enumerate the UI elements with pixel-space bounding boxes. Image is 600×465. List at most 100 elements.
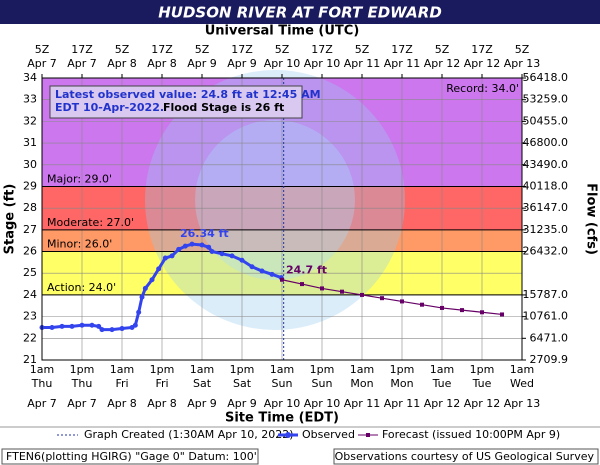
- x-tick-date: Apr 10: [304, 397, 341, 410]
- legend-swatch: [285, 432, 291, 438]
- observed-point: [189, 241, 195, 247]
- legend-label: Forecast (issued 10:00PM Apr 9): [382, 428, 560, 441]
- observed-point: [149, 277, 155, 283]
- observed-point: [209, 249, 215, 255]
- top-tick-label: 5Z: [435, 43, 450, 56]
- observed-point: [156, 266, 162, 272]
- x-tick-day: Wed: [510, 377, 534, 390]
- title-bar: [0, 0, 600, 24]
- x-tick-day: Fri: [155, 377, 168, 390]
- record-label: Record: 34.0': [446, 82, 519, 95]
- x-tick-label: 1am: [110, 363, 134, 376]
- y2-tick-label: 26432.0: [523, 245, 569, 258]
- x-tick-day: Mon: [350, 377, 373, 390]
- threshold-label: Major: 29.0': [47, 172, 112, 185]
- x-tick-label: 1am: [350, 363, 374, 376]
- x-tick-day: Thu: [31, 377, 53, 390]
- x-tick-day: Sat: [233, 377, 252, 390]
- observed-point: [59, 323, 65, 329]
- x-tick-label: 1am: [190, 363, 214, 376]
- y2-tick-label: 10761.0: [523, 310, 569, 323]
- observed-point: [239, 257, 245, 263]
- plot-frame: [41, 77, 523, 361]
- y-tick-label: 22: [23, 331, 37, 344]
- x-tick-label: 1pm: [70, 363, 95, 376]
- y-tick-label: 28: [23, 201, 37, 214]
- forecast-point: [440, 305, 444, 310]
- info-line: Latest observed value: 24.8 ft at 12:45 …: [55, 88, 321, 101]
- x-tick-date: Apr 13: [504, 397, 541, 410]
- y-tick-label: 21: [23, 353, 37, 366]
- x-tick-label: 1pm: [230, 363, 255, 376]
- x-tick-day: Mon: [390, 377, 413, 390]
- observed-point: [79, 322, 85, 328]
- observed-point: [119, 326, 125, 332]
- x-tick-label: 1am: [430, 363, 454, 376]
- forecast-point: [280, 277, 284, 282]
- info-box: [49, 85, 303, 119]
- observed-point: [249, 264, 255, 270]
- x-axis-title: Site Time (EDT): [225, 411, 339, 426]
- top-tick-date: Apr 10: [264, 57, 301, 70]
- info-flood: Flood Stage is 26 ft: [163, 101, 284, 114]
- x-tick-label: 1pm: [150, 363, 175, 376]
- observed-point: [99, 327, 105, 333]
- top-tick-date: Apr 11: [384, 57, 421, 70]
- top-tick-date: Apr 12: [464, 57, 501, 70]
- x-tick-date: Apr 7: [67, 397, 97, 410]
- forecast-point: [420, 302, 424, 307]
- x-tick-date: Apr 12: [464, 397, 501, 410]
- series-line: [281, 279, 503, 316]
- y2-tick-label: 46800.0: [523, 136, 569, 149]
- x-tick-label: 1am: [270, 363, 294, 376]
- top-tick-date: Apr 8: [107, 57, 137, 70]
- top-tick-label: 5Z: [35, 43, 50, 56]
- y-tick-label: 30: [23, 158, 37, 171]
- x-tick-date: Apr 11: [384, 397, 421, 410]
- top-tick-date: Apr 8: [147, 57, 177, 70]
- observed-point: [96, 323, 102, 329]
- top-tick-label: 5Z: [355, 43, 370, 56]
- watermark: [195, 120, 355, 280]
- x-tick-date: Apr 12: [424, 397, 461, 410]
- x-tick-day: Tue: [472, 377, 492, 390]
- y-tick-label: 29: [23, 179, 37, 192]
- x-tick-label: 1am: [30, 363, 54, 376]
- observed-point: [132, 322, 138, 328]
- top-tick-label: 17Z: [471, 43, 493, 56]
- top-tick-label: 5Z: [515, 43, 530, 56]
- annotation: 26.34 ft: [180, 227, 229, 240]
- top-tick-label: 5Z: [275, 43, 290, 56]
- top-tick-label: 17Z: [71, 43, 93, 56]
- y2-tick-label: 56418.0: [523, 71, 569, 84]
- forecast-point: [300, 282, 304, 287]
- observed-point: [139, 294, 145, 300]
- observed-point: [109, 327, 115, 333]
- x-tick-label: 1pm: [310, 363, 335, 376]
- top-tick-date: Apr 7: [27, 57, 57, 70]
- chart-title: HUDSON RIVER AT FORT EDWARD: [158, 4, 442, 22]
- top-tick-label: 5Z: [195, 43, 210, 56]
- forecast-point: [460, 308, 464, 313]
- x-tick-label: 1pm: [470, 363, 495, 376]
- threshold-label: Action: 24.0': [47, 281, 116, 294]
- x-tick-date: Apr 8: [147, 397, 177, 410]
- y2-tick-label: 43490.0: [523, 158, 569, 171]
- observed-point: [142, 285, 148, 291]
- top-tick-label: 5Z: [115, 43, 130, 56]
- top-tick-label: 17Z: [151, 43, 173, 56]
- y-tick-label: 24: [23, 288, 37, 301]
- legend-swatch: [366, 433, 370, 437]
- observed-point: [259, 268, 265, 274]
- x-tick-day: Thu: [71, 377, 93, 390]
- x-tick-day: Sat: [193, 377, 212, 390]
- top-tick-date: Apr 11: [344, 57, 381, 70]
- footer-box: [333, 448, 599, 465]
- footer-right: Observations courtesy of US Geological S…: [335, 450, 595, 463]
- top-tick-label: 17Z: [311, 43, 333, 56]
- x-tick-label: 1pm: [390, 363, 415, 376]
- forecast-point: [500, 312, 504, 317]
- x-tick-date: Apr 9: [187, 397, 217, 410]
- x-tick-day: Sun: [312, 377, 333, 390]
